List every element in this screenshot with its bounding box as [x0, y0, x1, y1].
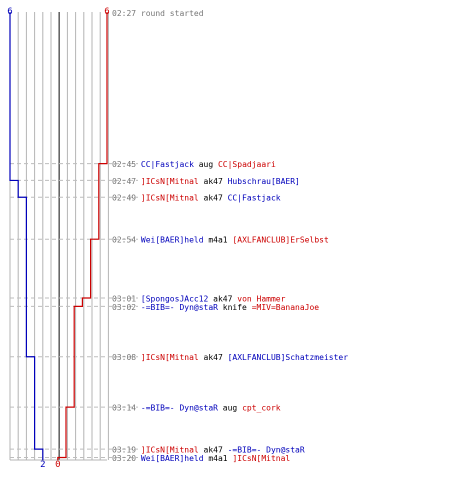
player-name: [AXLFANCLUB]Schatzmeister — [228, 353, 349, 362]
event-row: 03:02 -=BIB=- Dyn@staR knife =MIV=Banana… — [112, 303, 319, 312]
player-name: cpt_cork — [242, 404, 281, 413]
weapon-name: ak47 — [199, 446, 228, 455]
weapon-name: ak47 — [199, 194, 228, 203]
weapon-name: ak47 — [208, 294, 237, 303]
weapon-name: knife — [218, 303, 252, 312]
player-name: CC|Fastjack — [228, 194, 281, 203]
event-row: 02:49 ]ICsN[Mitnal ak47 CC|Fastjack — [112, 194, 281, 203]
player-name: ]ICsN[Mitnal — [141, 446, 199, 455]
event-row: 03:14 -=BIB=- Dyn@staR aug cpt_cork — [112, 404, 281, 413]
event-time: 03:20 — [112, 454, 141, 463]
event-time: 02:49 — [112, 194, 141, 203]
event-row: 02:47 ]ICsN[Mitnal ak47 Hubschrau[BAER] — [112, 177, 300, 186]
event-time: 02:45 — [112, 160, 141, 169]
blue-team-start-count: 6 — [7, 7, 12, 17]
event-time: 03:01 — [112, 294, 141, 303]
event-time: 03:19 — [112, 446, 141, 455]
event-time: 03:08 — [112, 353, 141, 362]
player-name: [SpongosJAcc12 — [141, 294, 209, 303]
player-name: ]ICsN[Mitnal — [141, 194, 199, 203]
event-time: 02:47 — [112, 177, 141, 186]
player-name: ]ICsN[Mitnal — [141, 353, 199, 362]
red-team-end-count: 0 — [55, 460, 60, 470]
event-row: 02:54 Wei[BAER]held m4a1 [AXLFANCLUB]ErS… — [112, 236, 329, 245]
event-time: 03:02 — [112, 303, 141, 312]
red-team-start-count: 6 — [104, 7, 109, 17]
player-name: -=BIB=- Dyn@staR — [141, 303, 218, 312]
player-name: von Hammer — [237, 294, 285, 303]
player-name: Hubschrau[BAER] — [228, 177, 300, 186]
weapon-name: m4a1 — [204, 454, 233, 463]
event-time: 02:27 — [112, 9, 141, 18]
event-time: 03:14 — [112, 404, 141, 413]
player-name: ]ICsN[Mitnal — [141, 177, 199, 186]
red-team-alive-line — [57, 12, 108, 460]
team-step-lines — [9, 12, 108, 460]
weapon-name: ak47 — [199, 353, 228, 362]
event-row: 02:27 round started — [112, 9, 204, 18]
weapon-name: aug — [218, 404, 242, 413]
chart-grid — [9, 12, 109, 461]
player-name: CC|Fastjack — [141, 160, 194, 169]
event-log: 02:27 round started 02:45 CC|Fastjack aug… — [112, 9, 348, 463]
event-time: 02:54 — [112, 236, 141, 245]
player-name: Wei[BAER]held — [141, 454, 204, 463]
player-name: -=BIB=- Dyn@staR — [141, 404, 218, 413]
player-name: =MIV=BananaJoe — [252, 303, 320, 312]
weapon-name: ak47 — [199, 177, 228, 186]
weapon-name: aug — [194, 160, 218, 169]
event-row: 03:01 [SpongosJAcc12 ak47 von Hammer — [112, 294, 286, 303]
player-name: CC|Spadjaari — [218, 160, 276, 169]
event-row: 02:45 CC|Fastjack aug CC|Spadjaari — [112, 160, 276, 169]
event-row: 03:20 Wei[BAER]held m4a1 ]ICsN[Mitnal — [112, 454, 290, 463]
event-row: 03:08 ]ICsN[Mitnal ak47 [AXLFANCLUB]Scha… — [112, 353, 348, 362]
player-name: -=BIB=- Dyn@staR — [228, 446, 305, 455]
blue-team-alive-line — [9, 12, 44, 460]
player-name: ]ICsN[Mitnal — [232, 454, 290, 463]
blue-team-end-count: 2 — [40, 460, 45, 470]
axis-labels: 6 6 2 0 — [7, 7, 109, 470]
weapon-name: m4a1 — [204, 236, 233, 245]
player-name: Wei[BAER]held — [141, 236, 204, 245]
event-note: round started — [141, 9, 204, 18]
player-name: [AXLFANCLUB]ErSelbst — [232, 236, 329, 245]
event-row: 03:19 ]ICsN[Mitnal ak47 -=BIB=- Dyn@staR — [112, 446, 305, 455]
